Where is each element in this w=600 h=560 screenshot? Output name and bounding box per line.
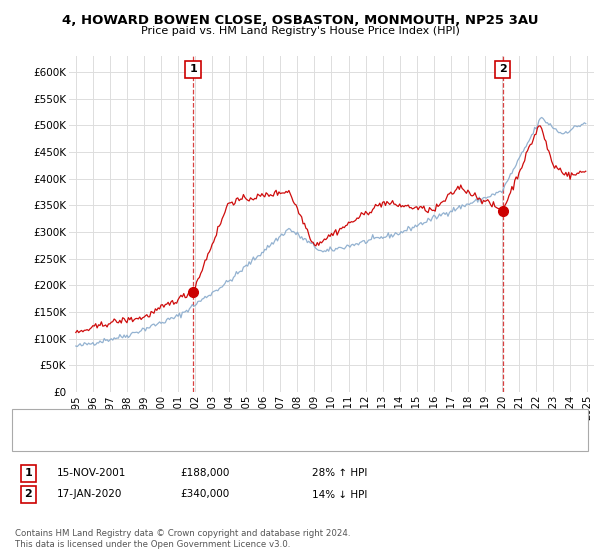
Text: 15-NOV-2001: 15-NOV-2001 xyxy=(57,468,127,478)
Text: 2: 2 xyxy=(25,489,32,500)
Text: £340,000: £340,000 xyxy=(180,489,229,500)
Text: 4, HOWARD BOWEN CLOSE, OSBASTON, MONMOUTH, NP25 3AU: 4, HOWARD BOWEN CLOSE, OSBASTON, MONMOUT… xyxy=(62,14,538,27)
Text: HPI: Average price, detached house, Monmouthshire: HPI: Average price, detached house, Monm… xyxy=(69,434,326,444)
Text: £188,000: £188,000 xyxy=(180,468,229,478)
Text: 2: 2 xyxy=(499,64,506,74)
Text: 4, HOWARD BOWEN CLOSE, OSBASTON, MONMOUTH, NP25 3AU (detached house): 4, HOWARD BOWEN CLOSE, OSBASTON, MONMOUT… xyxy=(69,416,473,426)
Text: ————: ———— xyxy=(27,416,71,426)
Text: 1: 1 xyxy=(189,64,197,74)
Text: ————: ———— xyxy=(27,434,71,444)
Text: 17-JAN-2020: 17-JAN-2020 xyxy=(57,489,122,500)
Text: Price paid vs. HM Land Registry's House Price Index (HPI): Price paid vs. HM Land Registry's House … xyxy=(140,26,460,36)
Text: 28% ↑ HPI: 28% ↑ HPI xyxy=(312,468,367,478)
Text: 14% ↓ HPI: 14% ↓ HPI xyxy=(312,489,367,500)
Text: 1: 1 xyxy=(25,468,32,478)
Text: Contains HM Land Registry data © Crown copyright and database right 2024.
This d: Contains HM Land Registry data © Crown c… xyxy=(15,529,350,549)
